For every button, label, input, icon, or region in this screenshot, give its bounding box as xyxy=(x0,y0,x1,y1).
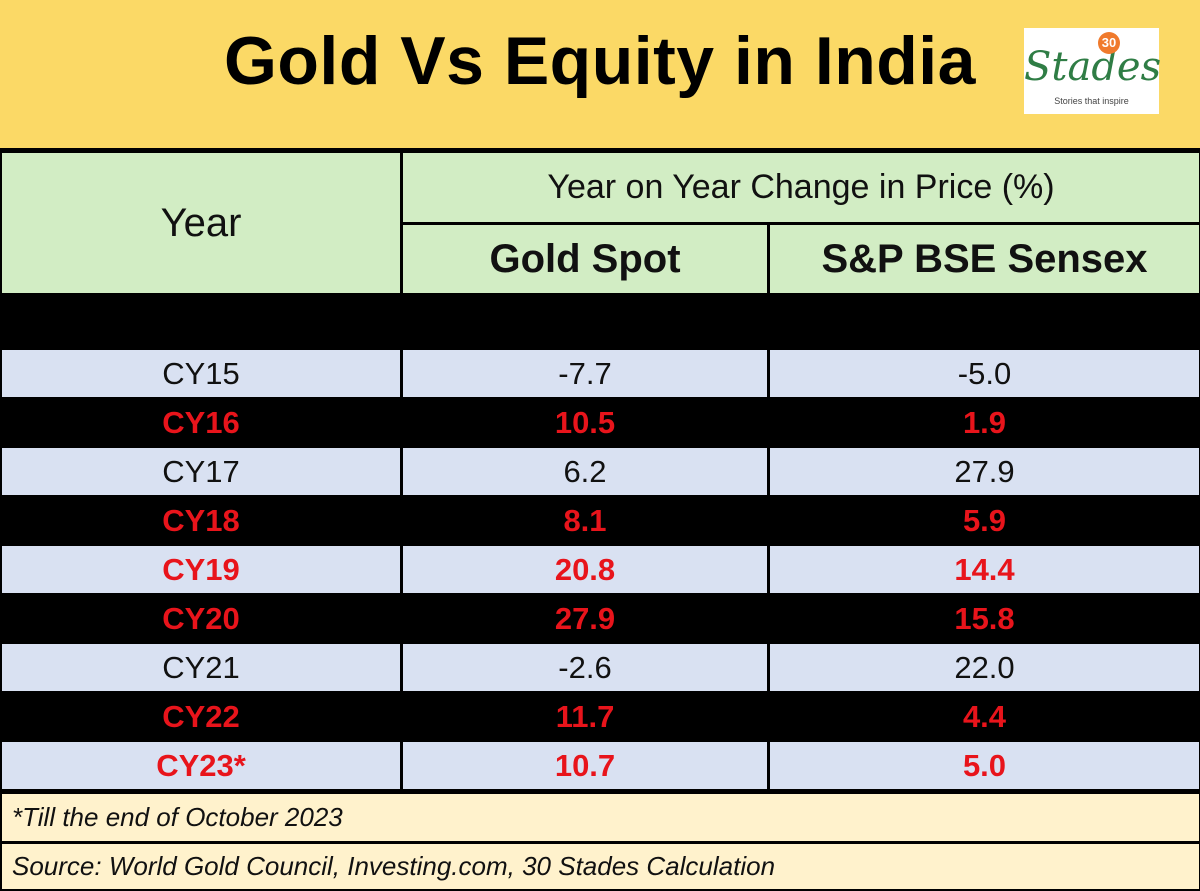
footnote: *Till the end of October 2023 xyxy=(2,794,1199,841)
cell-sensex: 5.0 xyxy=(770,742,1199,789)
column-header-gold-spot: Gold Spot xyxy=(403,225,767,293)
table-row: CY16 10.5 1.9 xyxy=(0,399,1200,446)
column-header-year: Year xyxy=(2,153,400,293)
cell-gold-spot: -7.7 xyxy=(403,350,767,397)
table-row: CY18 8.1 5.9 xyxy=(0,497,1200,544)
cell-sensex: 27.9 xyxy=(770,448,1199,495)
cell-gold-spot: 8.1 xyxy=(403,497,767,544)
cell-gold-spot: 11.7 xyxy=(403,693,767,740)
cell-gold-spot: 10.5 xyxy=(403,399,767,446)
cell-gold-spot: -2.6 xyxy=(403,644,767,691)
chart-title: Gold Vs Equity in India xyxy=(224,23,976,99)
cell-sensex: 14.4 xyxy=(770,546,1199,593)
brand-logo: Stades 30 Stories that inspire xyxy=(1024,28,1162,114)
cell-gold-spot: 27.9 xyxy=(403,595,767,642)
cell-year: CY16 xyxy=(2,399,400,446)
source-note: Source: World Gold Council, Investing.co… xyxy=(2,844,1199,889)
table-row: CY19 20.8 14.4 xyxy=(0,546,1200,593)
cell-sensex: 22.0 xyxy=(770,644,1199,691)
cell-gold-spot: 6.2 xyxy=(403,448,767,495)
logo-word: Stades xyxy=(1024,44,1162,90)
cell-gold-spot: 20.8 xyxy=(403,546,767,593)
header-group-yoy-change: Year on Year Change in Price (%) xyxy=(403,153,1199,222)
cell-year: CY18 xyxy=(2,497,400,544)
table-row: CY21 -2.6 22.0 xyxy=(0,644,1200,691)
table-row: CY23* 10.7 5.0 xyxy=(0,742,1200,789)
cell-sensex: 15.8 xyxy=(770,595,1199,642)
cell-year: CY23* xyxy=(2,742,400,789)
cell-year: CY20 xyxy=(2,595,400,642)
cell-year: CY17 xyxy=(2,448,400,495)
title-bar: Gold Vs Equity in India Stades 30 Storie… xyxy=(0,0,1200,148)
cell-gold-spot: 10.7 xyxy=(403,742,767,789)
table-row: CY15 -7.7 -5.0 xyxy=(0,350,1200,397)
column-header-sensex: S&P BSE Sensex xyxy=(770,225,1199,293)
cell-year: CY19 xyxy=(2,546,400,593)
table-row: CY20 27.9 15.8 xyxy=(0,595,1200,642)
cell-sensex: -5.0 xyxy=(770,350,1199,397)
cell-sensex: 4.4 xyxy=(770,693,1199,740)
cell-year: CY21 xyxy=(2,644,400,691)
table-row: CY22 11.7 4.4 xyxy=(0,693,1200,740)
logo-tagline: Stories that inspire xyxy=(1054,96,1129,106)
logo-number-badge: 30 xyxy=(1098,32,1120,54)
cell-year: CY15 xyxy=(2,350,400,397)
table-row: CY17 6.2 27.9 xyxy=(0,448,1200,495)
cell-sensex: 5.9 xyxy=(770,497,1199,544)
cell-sensex: 1.9 xyxy=(770,399,1199,446)
cell-year: CY22 xyxy=(2,693,400,740)
